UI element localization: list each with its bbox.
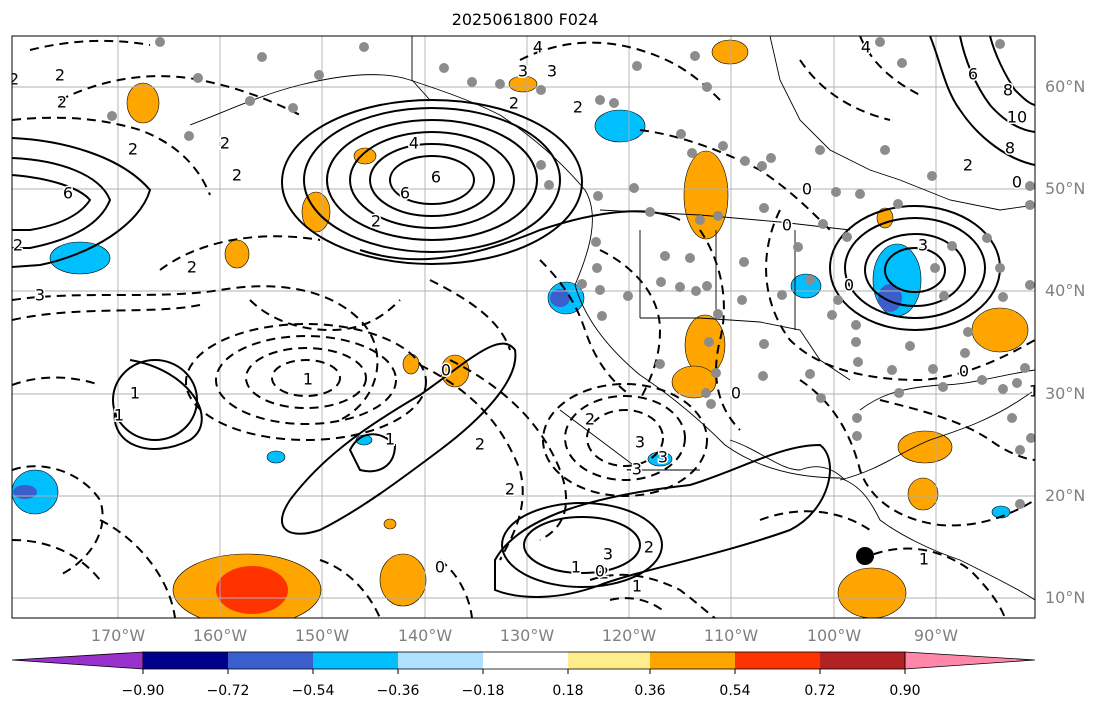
contour-label: 3 [547,62,557,81]
colorbar-label-072: 0.72 [804,683,836,699]
contour-label: 2 [573,98,583,117]
contour-label: 6 [63,184,73,203]
contour-label: 2 [128,140,138,159]
lon-tick-160w: 160°W [192,626,248,645]
contour-label: 0 [1012,173,1022,192]
contour-label: 2 [187,258,197,277]
lat-tick-40n: 40°N [1045,281,1086,300]
colorbar-label-054: 0.54 [719,683,751,699]
contour-label: 2 [599,564,609,583]
contour-label: 3 [518,62,528,81]
contour-label: 3 [658,448,668,467]
contour-label: 8 [1003,81,1013,100]
lon-tick-90w: 90°W [913,626,959,645]
contour-label: 2 [9,70,19,89]
contour-label: 0 [959,362,969,381]
contour-label: 0 [731,384,741,403]
contour-label: 2 [57,93,67,112]
contour-label: 4 [861,38,871,57]
colorbar-label-neg090: −0.90 [121,683,165,699]
contour-label: 2 [55,66,65,85]
map-title: 2025061800 F024 [451,10,599,29]
colorbar-label-neg036: −0.36 [376,683,420,699]
contour-label: 0 [441,361,451,380]
contour-label: 4 [533,38,543,57]
contour-label: 0 [802,180,812,199]
contour-label: 0 [844,276,854,295]
contour-label: 3 [635,433,645,452]
contour-label: 1 [919,550,929,569]
colorbar [11,651,1036,674]
lat-tick-10n: 10°N [1045,588,1086,607]
colorbar-label-090: 0.90 [889,683,921,699]
contour-label: 0 [782,216,792,235]
lon-tick-170w: 170°W [90,626,146,645]
contour-label: 2 [509,94,519,113]
contour-label: 3 [35,286,45,305]
contour-label: 2 [220,134,230,153]
contour-label: 2 [371,212,381,231]
contour-label: 4 [409,134,419,153]
black-station-marker [856,547,874,565]
contour-label: 1 [385,430,395,449]
lat-tick-20n: 20°N [1045,486,1086,505]
lon-tick-120w: 120°W [601,626,657,645]
contour-label: 2 [475,435,485,454]
colorbar-label-neg072: −0.72 [206,683,250,699]
lon-tick-150w: 150°W [294,626,350,645]
lat-tick-60n: 60°N [1045,77,1086,96]
contour-label: 1 [303,370,313,389]
lon-tick-130w: 130°W [499,626,555,645]
contour-label: 3 [918,236,928,255]
colorbar-label-018: 0.18 [552,683,584,699]
contour-label: 6 [431,168,441,187]
contour-label: 2 [644,538,654,557]
contour-label: 3 [603,545,613,564]
gridlines [12,36,1035,618]
contour-label: 0 [595,562,605,581]
colorbar-label-neg018: −0.18 [461,683,505,699]
lon-tick-140w: 140°W [397,626,453,645]
contour-label: 1 [1029,382,1039,401]
lat-tick-30n: 30°N [1045,384,1086,403]
contour-label: 2 [585,410,595,429]
shaded-anomaly-patches [12,39,1029,618]
contour-label: 2 [13,236,23,255]
station-markers [107,37,1035,509]
contour-label: 2 [232,166,242,185]
coastlines [189,36,1035,601]
colorbar-label-036: 0.36 [634,683,666,699]
contour-label: 8 [1005,139,1015,158]
contour-label: -3 [626,460,642,479]
contour-label: 0 [435,558,445,577]
contour-label: 10 [1007,108,1027,127]
contour-label: 1 [114,406,124,425]
contour-label: 1 [130,384,140,403]
lon-tick-110w: 110°W [703,626,759,645]
contour-label: 6 [968,65,978,84]
map-frame [11,35,1036,619]
colorbar-label-neg054: −0.54 [291,683,335,699]
contour-label: 2 [963,156,973,175]
lon-tick-100w: 100°W [806,626,862,645]
contour-label: 1 [632,577,642,596]
contour-label: 2 [505,480,515,499]
contour-label: 6 [400,184,410,203]
lat-tick-50n: 50°N [1045,179,1086,198]
contour-label: 1 [571,558,581,577]
